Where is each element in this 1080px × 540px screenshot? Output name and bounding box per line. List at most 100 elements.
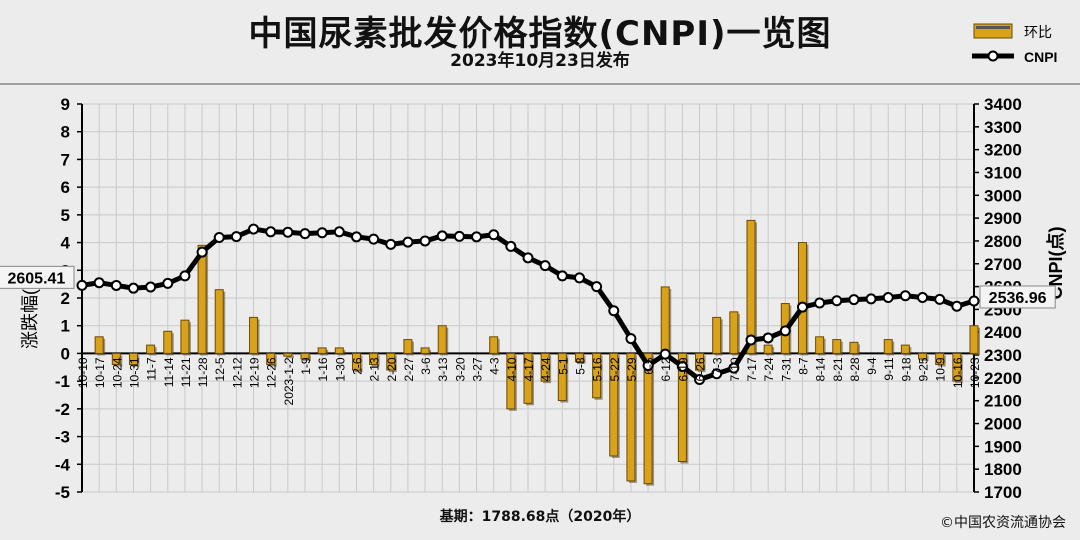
bar-change-11-28 [197, 244, 207, 354]
right-tick-label: 3000 [984, 186, 1022, 205]
left-tick-label: 6 [61, 178, 70, 197]
x-tick-label: 6-19 [676, 357, 690, 381]
x-tick-label: 9-11 [882, 357, 896, 380]
left-tick-label: 4 [61, 234, 71, 253]
left-tick-label: 2 [61, 289, 70, 308]
x-tick-label: 7-31 [779, 357, 793, 381]
cnpi-point-5-22 [608, 305, 620, 317]
x-tick-label: 4-24 [539, 357, 553, 381]
bar-change-6-19 [677, 352, 687, 463]
cnpi-point-7-31 [779, 325, 791, 337]
x-tick-label: 5-22 [608, 357, 622, 381]
copyright-note: ©中国农资流通协会 [940, 515, 1066, 531]
x-tick-label: 9-18 [899, 357, 913, 381]
cnpi-point-4-3 [488, 229, 500, 241]
bar-change-10-24 [111, 352, 121, 366]
bar-change-4-17 [523, 352, 533, 404]
x-tick-label: 12-26 [265, 357, 279, 388]
x-tick-label: 11-21 [179, 357, 193, 387]
bar-change-9-11 [883, 339, 893, 354]
x-tick-label: 10-17 [93, 357, 107, 388]
bar-change-10-23 [969, 325, 979, 354]
cnpi-point-4-10 [505, 240, 517, 252]
cnpi-point-6-5 [642, 360, 654, 372]
cnpi-point-11-21 [179, 270, 191, 282]
legend-bar-swatch-top [976, 26, 1010, 29]
x-tick-label: 4-3 [488, 357, 502, 375]
bar-change-10-16 [952, 352, 962, 382]
x-tick-label: 7-10 [728, 357, 742, 381]
cnpi-point-2-27 [402, 236, 414, 248]
right-tick-label: 3400 [984, 95, 1022, 114]
bar-change-8-14 [815, 336, 825, 354]
x-tick-label: 2-6 [350, 357, 364, 375]
x-tick-label: 7-24 [762, 357, 776, 381]
x-tick-label: 3-6 [419, 357, 433, 375]
left-tick-label: 1 [61, 317, 70, 336]
cnpi-point-9-4 [865, 293, 877, 305]
bar-change-12-19 [249, 316, 259, 354]
cnpi-point-9-11 [882, 292, 894, 304]
bar-change-7-10 [729, 311, 739, 354]
cnpi-point-5-16 [591, 281, 603, 293]
bar-change-10-9 [935, 352, 945, 366]
right-tick-label: 2800 [984, 232, 1022, 251]
right-tick-label: 3300 [984, 118, 1022, 137]
last-value-label-box [979, 285, 1056, 309]
bar-change-10-31 [128, 352, 138, 366]
bar-change-2-13 [369, 352, 379, 366]
cnpi-point-1-30 [333, 226, 345, 238]
bar-change-11-7 [146, 344, 156, 354]
x-tick-label: 7-3 [711, 357, 725, 375]
cnpi-point-3-20 [453, 230, 465, 242]
bar-change-4-10 [506, 352, 516, 410]
bar-change-8-7 [797, 242, 807, 354]
right-tick-label: 2100 [984, 392, 1022, 411]
x-tick-label: 8-7 [796, 357, 810, 375]
x-tick-label: 3-13 [436, 357, 450, 381]
bar-change-5-29 [626, 352, 636, 482]
x-tick-label: 4-10 [505, 357, 519, 381]
bar-change-8-21 [832, 339, 842, 354]
cnpi-point-5-1 [556, 270, 568, 282]
right-tick-label: 2300 [984, 346, 1022, 365]
left-tick-label: 7 [61, 150, 70, 169]
bar-change-7-17 [746, 219, 756, 354]
legend-line-label: CNPI [1024, 49, 1057, 65]
bar-change-1-30 [334, 347, 344, 354]
cnpi-point-5-29 [625, 333, 637, 345]
x-tick-label: 5-16 [591, 357, 605, 381]
cnpi-point-3-27 [471, 231, 483, 243]
x-tick-label: 10-10 [76, 357, 90, 388]
x-tick-label: 11-28 [196, 357, 210, 387]
bar-change-4-24 [540, 352, 550, 382]
x-tick-label: 10-23 [968, 357, 982, 388]
cnpi-point-10-23 [968, 295, 980, 307]
bar-change-10-17 [94, 336, 104, 354]
x-tick-label: 1-30 [333, 357, 347, 381]
x-tick-label: 12-19 [248, 357, 262, 388]
bar-change-12-5 [214, 289, 224, 354]
left-tick-label: 9 [61, 95, 70, 114]
cnpi-point-3-13 [436, 230, 448, 242]
x-tick-label: 2-20 [385, 357, 399, 381]
cnpi-point-6-26 [694, 373, 706, 385]
cnpi-point-4-24 [539, 260, 551, 272]
cnpi-point-8-14 [814, 297, 826, 309]
left-tick-label: -4 [55, 455, 71, 474]
bar-change-1-9 [300, 352, 310, 360]
x-tick-label: 11-7 [145, 357, 159, 380]
cnpi-point-10-17 [93, 277, 105, 289]
cnpi-point-12-26 [265, 226, 277, 238]
bar-change-6-12 [660, 286, 670, 354]
cnpi-point-9-25 [917, 292, 929, 304]
x-tick-label: 10-31 [127, 357, 141, 388]
cnpi-point-7-3 [711, 368, 723, 380]
right-axis-title: CNPI(点) [1045, 227, 1066, 300]
x-tick-label: 5-1 [556, 357, 570, 375]
x-tick-label: 8-21 [831, 357, 845, 381]
left-tick-label: -3 [55, 428, 70, 447]
bar-change-2-6 [351, 352, 361, 371]
x-tick-label: 2-27 [402, 357, 416, 381]
